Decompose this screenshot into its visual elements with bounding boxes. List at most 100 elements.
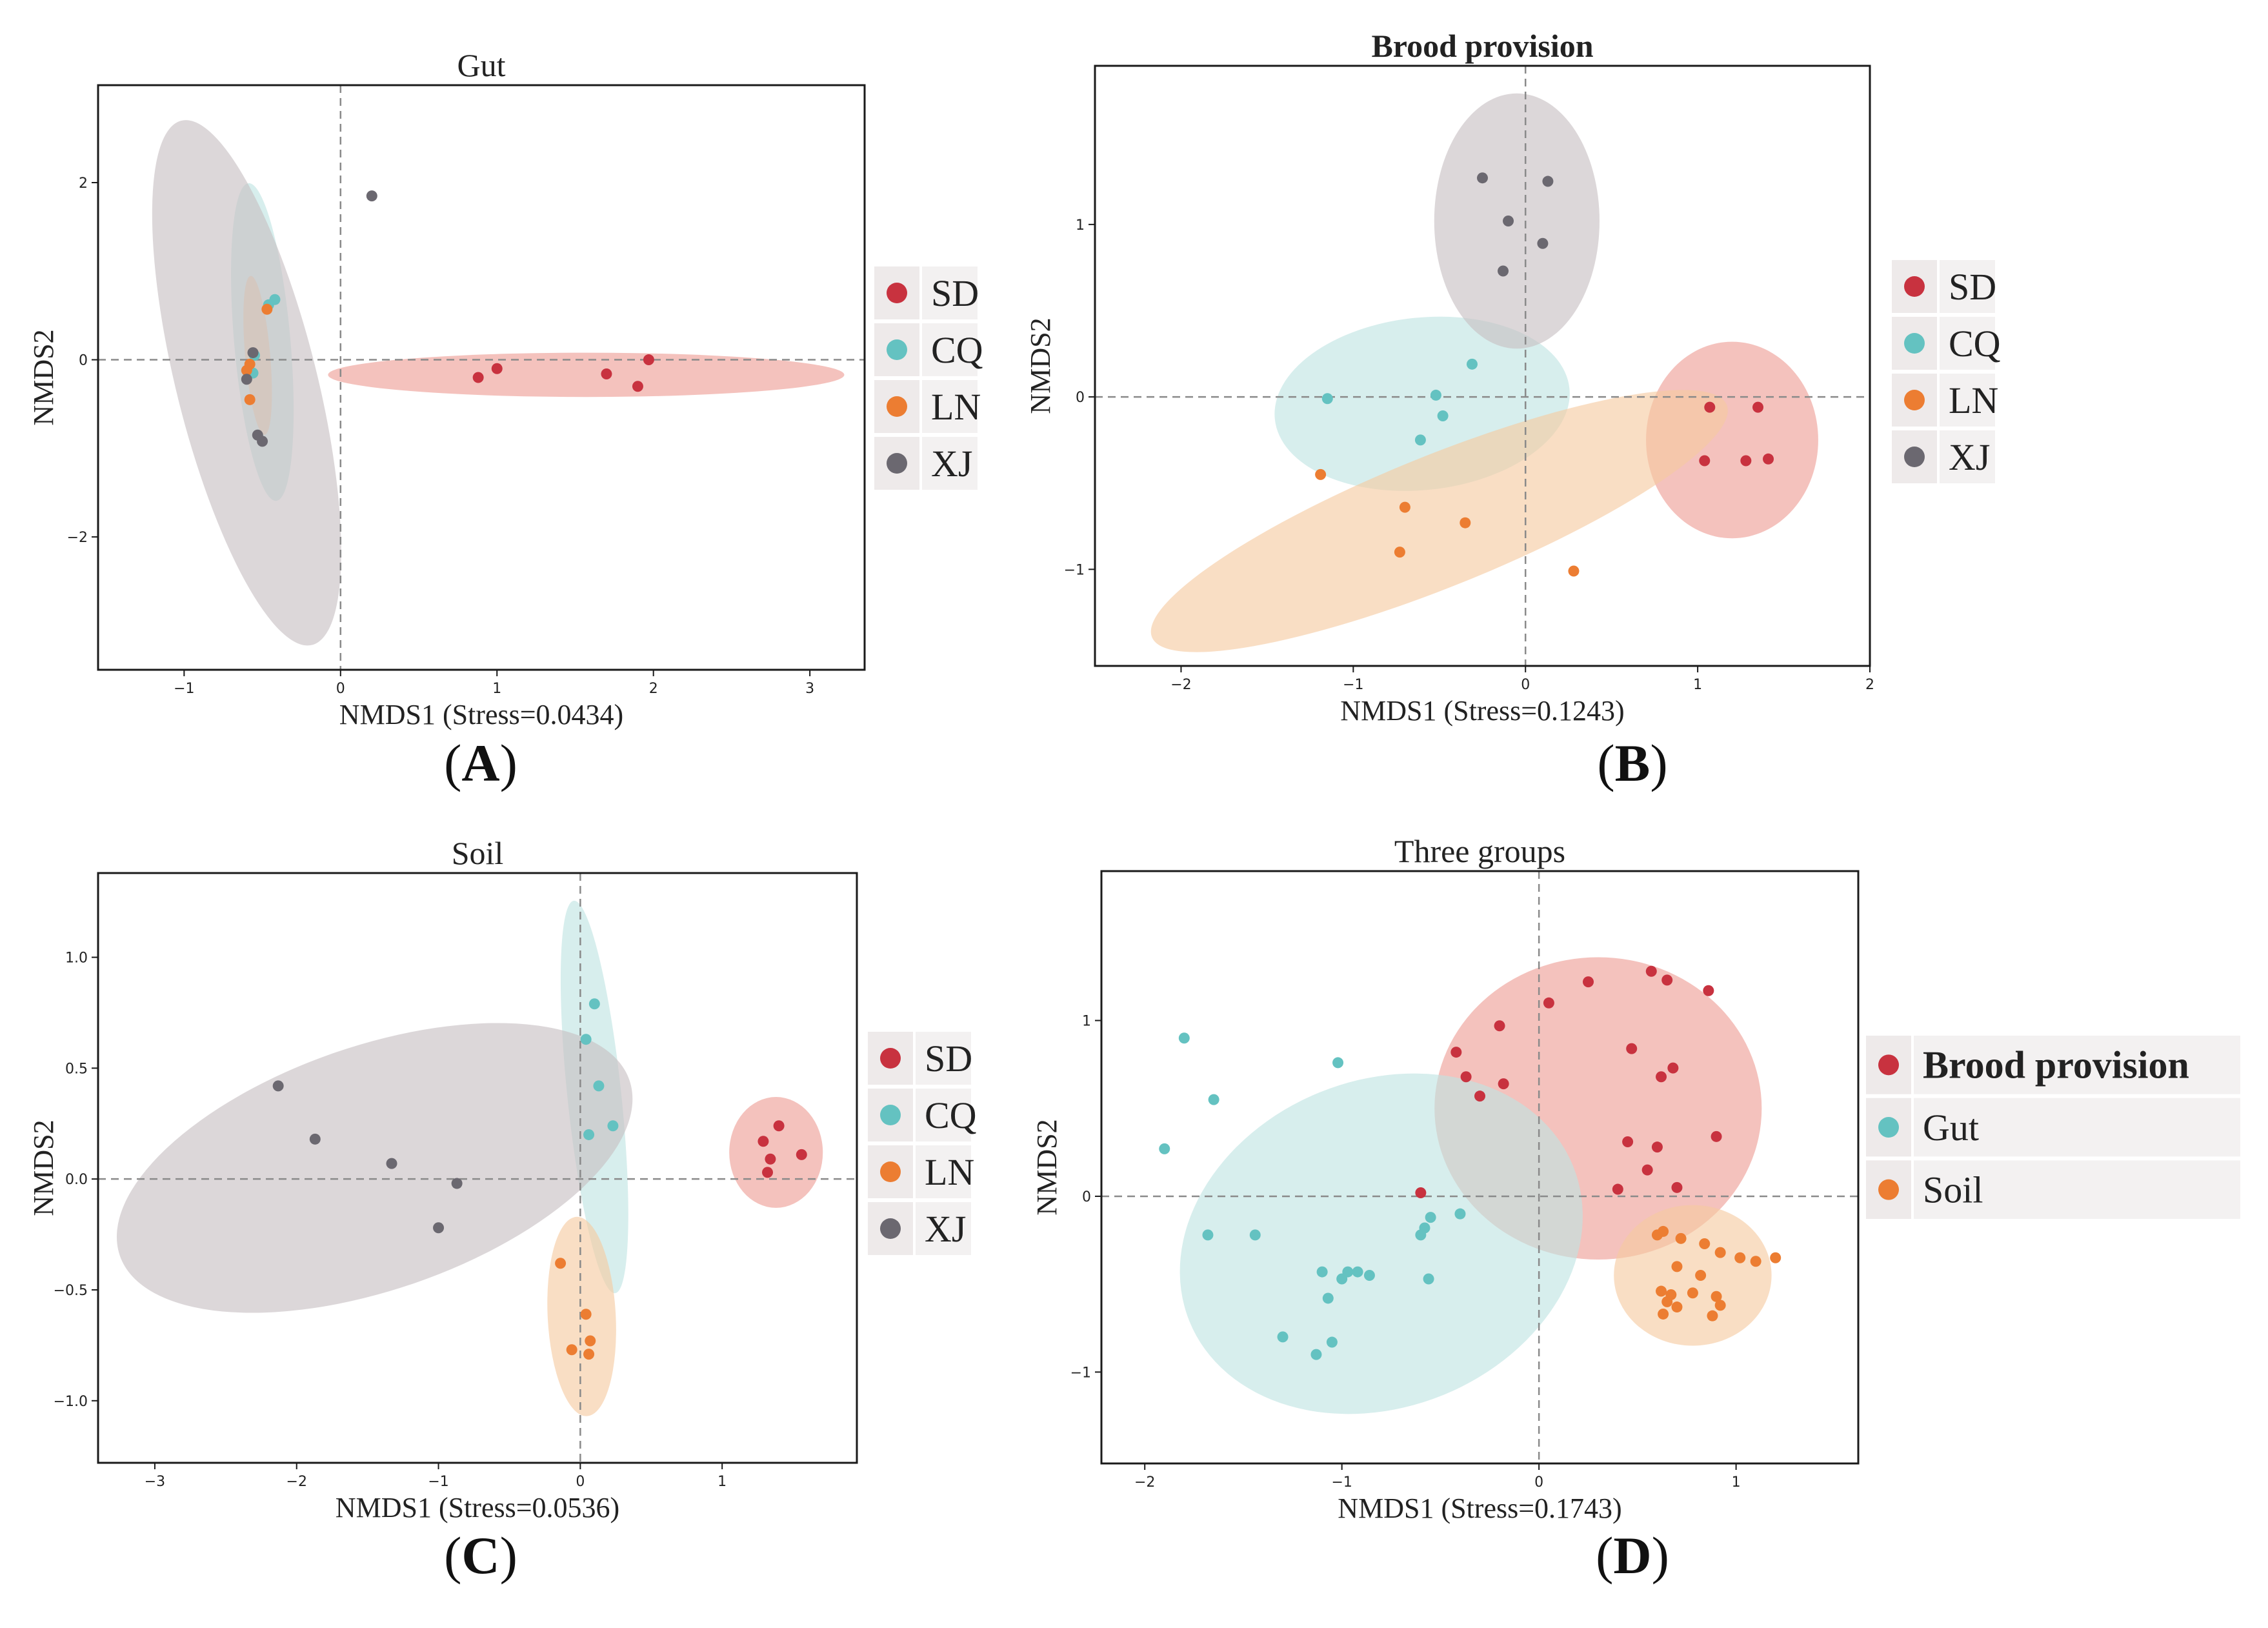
panel-d-xtick-label: 1 [1732,1474,1741,1491]
panel-d-point-gut [1208,1094,1219,1105]
panel-b-xtick-label: −1 [1343,677,1363,693]
panel-c-point-ln [583,1349,595,1360]
panel-d-title: Three groups [1394,833,1565,869]
panel-c-point-cq [607,1120,619,1132]
panel-d-point-soil [1656,1285,1667,1297]
panel-d-legend: Brood provision Gut Soil [1866,1036,2240,1219]
panel-d-point-soil [1714,1247,1726,1258]
panel-a-xlabel: NMDS1 (Stress=0.0434) [339,699,623,730]
panel-b-point-xj [1542,176,1554,187]
panel-b-ytick-label: 0 [1076,390,1085,406]
panel-b-legend-label: LN [1949,379,1998,421]
panel-a-legend-label: SD [931,272,979,314]
panel-b-point-cq [1321,393,1333,405]
panel-a-legend-label: CQ [931,329,983,371]
panel-a-legend: SD CQ LN XJ [874,266,983,490]
panel-b-xtick-label: −2 [1170,677,1191,693]
panel-d-point-soil [1695,1270,1707,1281]
panel-a-point-sd [491,363,503,374]
panel-d-point-gut [1332,1057,1344,1069]
panel-c: −3 −2 −1 0 1 −1.0 −0.5 0.0 0.5 1.0 NMDS1 (Stress=0… [28,835,977,1585]
panel-a-xtick-label: 0 [336,681,345,697]
panel-b-legend-label-bg [1940,374,1995,427]
panel-b-title: Brood provision [1371,28,1593,64]
panel-a-point-ln [261,303,273,315]
panel-d-point-brood-provision [1661,974,1673,986]
panel-d-ellipse-gut [1179,1073,1583,1414]
panel-d-point-brood-provision [1612,1183,1623,1195]
panel-a-point-xj [257,436,268,447]
panel-a-xtick-label: 3 [805,681,814,697]
panel-a-legend-label-bg [922,323,978,376]
panel-d-point-soil [1714,1300,1726,1311]
panel-b-legend-marker [1904,390,1925,410]
panel-b-point-cq [1437,410,1449,421]
panel-b-ellipse-ln [1150,390,1728,652]
panel-a-ytick-label: 2 [79,176,88,192]
panel-d-point-gut [1316,1266,1328,1278]
panel-a-caption: (A) [444,734,517,792]
panel-d-point-soil [1770,1252,1781,1263]
panel-c-point-cq [593,1080,605,1092]
panel-c-caption: (C) [444,1526,517,1585]
panel-c-point-xj [386,1158,397,1169]
panel-b-point-sd [1763,453,1774,465]
panel-b-point-xj [1537,237,1549,249]
panel-d-point-soil [1707,1310,1718,1321]
panel-d-point-soil [1651,1229,1663,1241]
panel-d-legend-label: Gut [1923,1107,1979,1149]
panel-d-point-soil [1711,1291,1722,1302]
panel-b-point-ln [1460,517,1471,528]
panel-b-xtick-label: 2 [1865,677,1874,693]
panel-d-point-soil [1699,1238,1711,1249]
panel-b-point-sd [1704,401,1716,413]
panel-c-point-cq [583,1129,595,1140]
panel-c-legend-label-bg [916,1032,971,1085]
panel-d-point-gut [1352,1266,1363,1278]
panel-a-legend-marker [887,283,907,303]
panel-d-point-brood-provision [1671,1181,1683,1193]
panel-d-point-gut [1178,1032,1190,1044]
panel-b-ytick-label: −1 [1064,562,1085,578]
panel-d-point-gut [1322,1292,1334,1304]
panel-c-legend-marker [880,1048,901,1069]
panel-d-point-gut [1425,1212,1436,1223]
panel-b-point-cq [1466,358,1478,370]
panel-d-ytick-label: 0 [1082,1189,1091,1205]
panel-b-ellipse-xj [1434,93,1600,349]
panel-d-point-gut [1415,1229,1427,1241]
panel-d-xtick-label: 0 [1534,1474,1543,1491]
panel-a-point-sd [643,354,654,366]
panel-d-caption: (D) [1596,1526,1669,1585]
panel-c-ytick-label: −1.0 [54,1394,88,1410]
panel-d-legend-marker [1878,1117,1899,1138]
panel-a-point-xj [247,347,259,359]
panel-a-ylabel: NMDS2 [28,329,59,425]
panel-b-legend-marker [1904,333,1925,354]
panel-c-point-ln [580,1309,592,1320]
panel-b-legend-label: XJ [1949,436,1990,478]
panel-c-xtick-label: −3 [145,1474,165,1490]
panel-d-point-soil [1750,1256,1761,1267]
panel-a-legend-label: LN [931,386,981,428]
panel-d-legend-label-bg [1914,1036,2240,1094]
panel-c-point-xj [433,1222,445,1234]
panel-c-legend-label-bg [916,1145,971,1198]
panel-d-point-soil [1661,1296,1673,1307]
panel-b-legend-label: SD [1949,266,1996,308]
panel-d-xtick-label: −2 [1134,1474,1155,1491]
panel-c-point-xj [272,1080,284,1092]
panel-a-ytick-label: 0 [79,353,88,369]
panel-d-point-brood-provision [1651,1141,1663,1153]
panel-b-point-xj [1498,265,1509,277]
panel-a-title: Gut [457,47,506,83]
panel-a-legend-marker [887,339,907,360]
panel-d-legend-label: Soil [1923,1169,1983,1211]
panel-b-legend-marker [1904,447,1925,467]
panel-a-point-sd [472,372,484,383]
panel-d-legend-label-bg [1914,1160,2240,1219]
panel-d-point-brood-provision [1494,1020,1505,1032]
panel-d-point-brood-provision [1645,965,1657,977]
panel-b-legend-label: CQ [1949,323,2001,365]
panel-c-xtick-label: 1 [718,1474,727,1490]
